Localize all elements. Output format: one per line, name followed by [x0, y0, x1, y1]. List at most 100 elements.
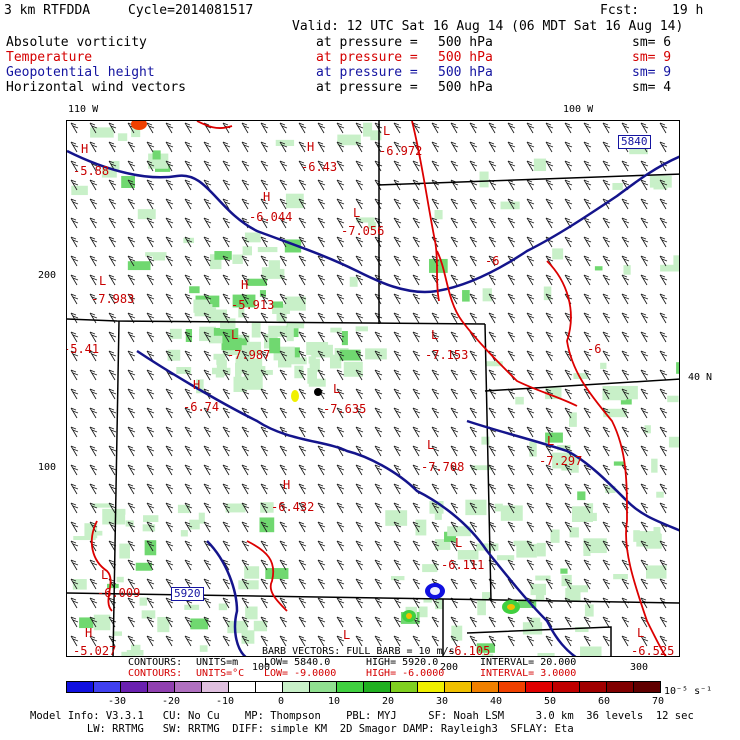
wind-barb [336, 464, 345, 476]
wind-barb [564, 616, 573, 628]
wind-barb [146, 521, 155, 533]
wind-barb [89, 369, 98, 381]
wind-barb [431, 445, 440, 457]
wind-barb [336, 331, 345, 343]
wind-barb [70, 483, 79, 495]
height-contour-north [67, 149, 679, 294]
wind-barb [317, 464, 326, 476]
wind-barb [545, 217, 554, 229]
wind-barb [184, 198, 193, 210]
vorticity-patch [244, 375, 263, 390]
temperature-contour-2 [436, 250, 578, 407]
wind-barb [89, 597, 98, 609]
wind-barb [583, 407, 592, 419]
vorticity-patch [232, 294, 256, 308]
label-h-1: H [81, 142, 89, 156]
wind-barb [222, 274, 231, 286]
wind-barb [602, 255, 611, 267]
vorticity-patch [198, 512, 205, 524]
wind-barb [336, 236, 345, 248]
vorticity-patch [215, 369, 225, 378]
wind-barb [241, 369, 250, 381]
wind-barb [602, 578, 611, 590]
wind-barb [583, 483, 592, 495]
wind-barb [526, 578, 535, 590]
wind-barb [146, 597, 155, 609]
temperature-label-1: -6 [485, 254, 500, 268]
wind-barb [127, 445, 136, 457]
wind-barb [602, 445, 611, 457]
wind-barb [526, 160, 535, 172]
wind-barb [355, 616, 364, 628]
vorticity-patch [602, 385, 626, 401]
field-3-sm: sm= 4 [632, 80, 672, 95]
wind-barb [621, 369, 630, 381]
wind-barb [355, 426, 364, 438]
colorbar-tick: 40 [490, 696, 503, 707]
wind-barb [374, 521, 383, 533]
wind-barb [564, 502, 573, 514]
vorticity-patch [112, 631, 123, 636]
wind-barb [298, 540, 307, 552]
wind-barb [355, 141, 364, 153]
wind-barb [564, 407, 573, 419]
wind-barb [127, 597, 136, 609]
wind-barb [222, 350, 231, 362]
vorticity-patch [121, 651, 136, 656]
vorticity-patch [552, 248, 564, 260]
value-l-3: -6.972 [379, 144, 423, 158]
vorticity-patch [516, 543, 537, 558]
wind-barb [241, 502, 250, 514]
wind-barb [89, 616, 98, 628]
wind-barb [279, 331, 288, 343]
wind-barb [241, 236, 250, 248]
wind-barb [583, 464, 592, 476]
wind-barb [469, 521, 478, 533]
wind-barb [89, 331, 98, 343]
wind-barb [203, 350, 212, 362]
wind-barb [165, 407, 174, 419]
bottom-x-300: 300 [630, 662, 649, 673]
wind-barb [640, 483, 649, 495]
wind-barb [317, 483, 326, 495]
vorticity-patch [259, 290, 266, 297]
wind-barb [279, 198, 288, 210]
contours1-units: UNITS=m [196, 657, 239, 668]
border-nevada-utah [112, 320, 120, 656]
vorticity-patch [90, 530, 103, 536]
vorticity-patch [536, 542, 546, 557]
wind-barb [602, 236, 611, 248]
wind-barb [488, 293, 497, 305]
wind-barb [488, 616, 497, 628]
wind-barb [545, 160, 554, 172]
wind-barb [602, 141, 611, 153]
wind-barb [222, 236, 231, 248]
vorticity-patch [343, 361, 363, 377]
wind-barb [602, 464, 611, 476]
wind-barb [184, 255, 193, 267]
colorbar-cell [201, 681, 229, 693]
vorticity-patch [266, 268, 285, 279]
wind-barb [450, 236, 459, 248]
wind-barb [184, 274, 193, 286]
wind-barb [241, 198, 250, 210]
wind-barb [488, 255, 497, 267]
label-l-3: L [383, 124, 391, 138]
wind-barb [146, 141, 155, 153]
wind-barb [127, 236, 136, 248]
label-l-19: L [343, 628, 351, 642]
wind-barb [450, 312, 459, 324]
height-contour-label-5920: 5920 [171, 587, 204, 601]
wind-barb [89, 217, 98, 229]
wind-barb [640, 502, 649, 514]
wind-barb [260, 274, 269, 286]
wind-barb [146, 274, 155, 286]
wind-barb [279, 388, 288, 400]
wind-barb [222, 578, 231, 590]
fcst-label: Fcst: [600, 3, 640, 18]
wind-barb [564, 635, 573, 647]
vorticity-patch [645, 565, 667, 579]
wind-barb [431, 388, 440, 400]
wind-barb [241, 331, 250, 343]
wind-barb [70, 521, 79, 533]
